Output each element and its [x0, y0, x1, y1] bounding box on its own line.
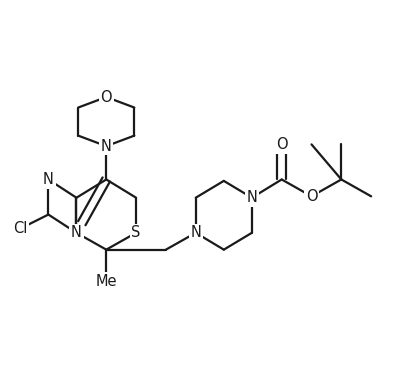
Text: Cl: Cl [13, 221, 27, 236]
Text: Me: Me [95, 274, 117, 289]
Text: N: N [71, 225, 82, 240]
Text: S: S [131, 225, 140, 240]
Text: O: O [100, 90, 112, 104]
Text: N: N [43, 172, 54, 187]
Text: N: N [246, 190, 257, 205]
Text: N: N [101, 139, 111, 154]
Text: N: N [190, 225, 200, 240]
Text: O: O [275, 137, 287, 152]
Text: O: O [305, 189, 316, 204]
